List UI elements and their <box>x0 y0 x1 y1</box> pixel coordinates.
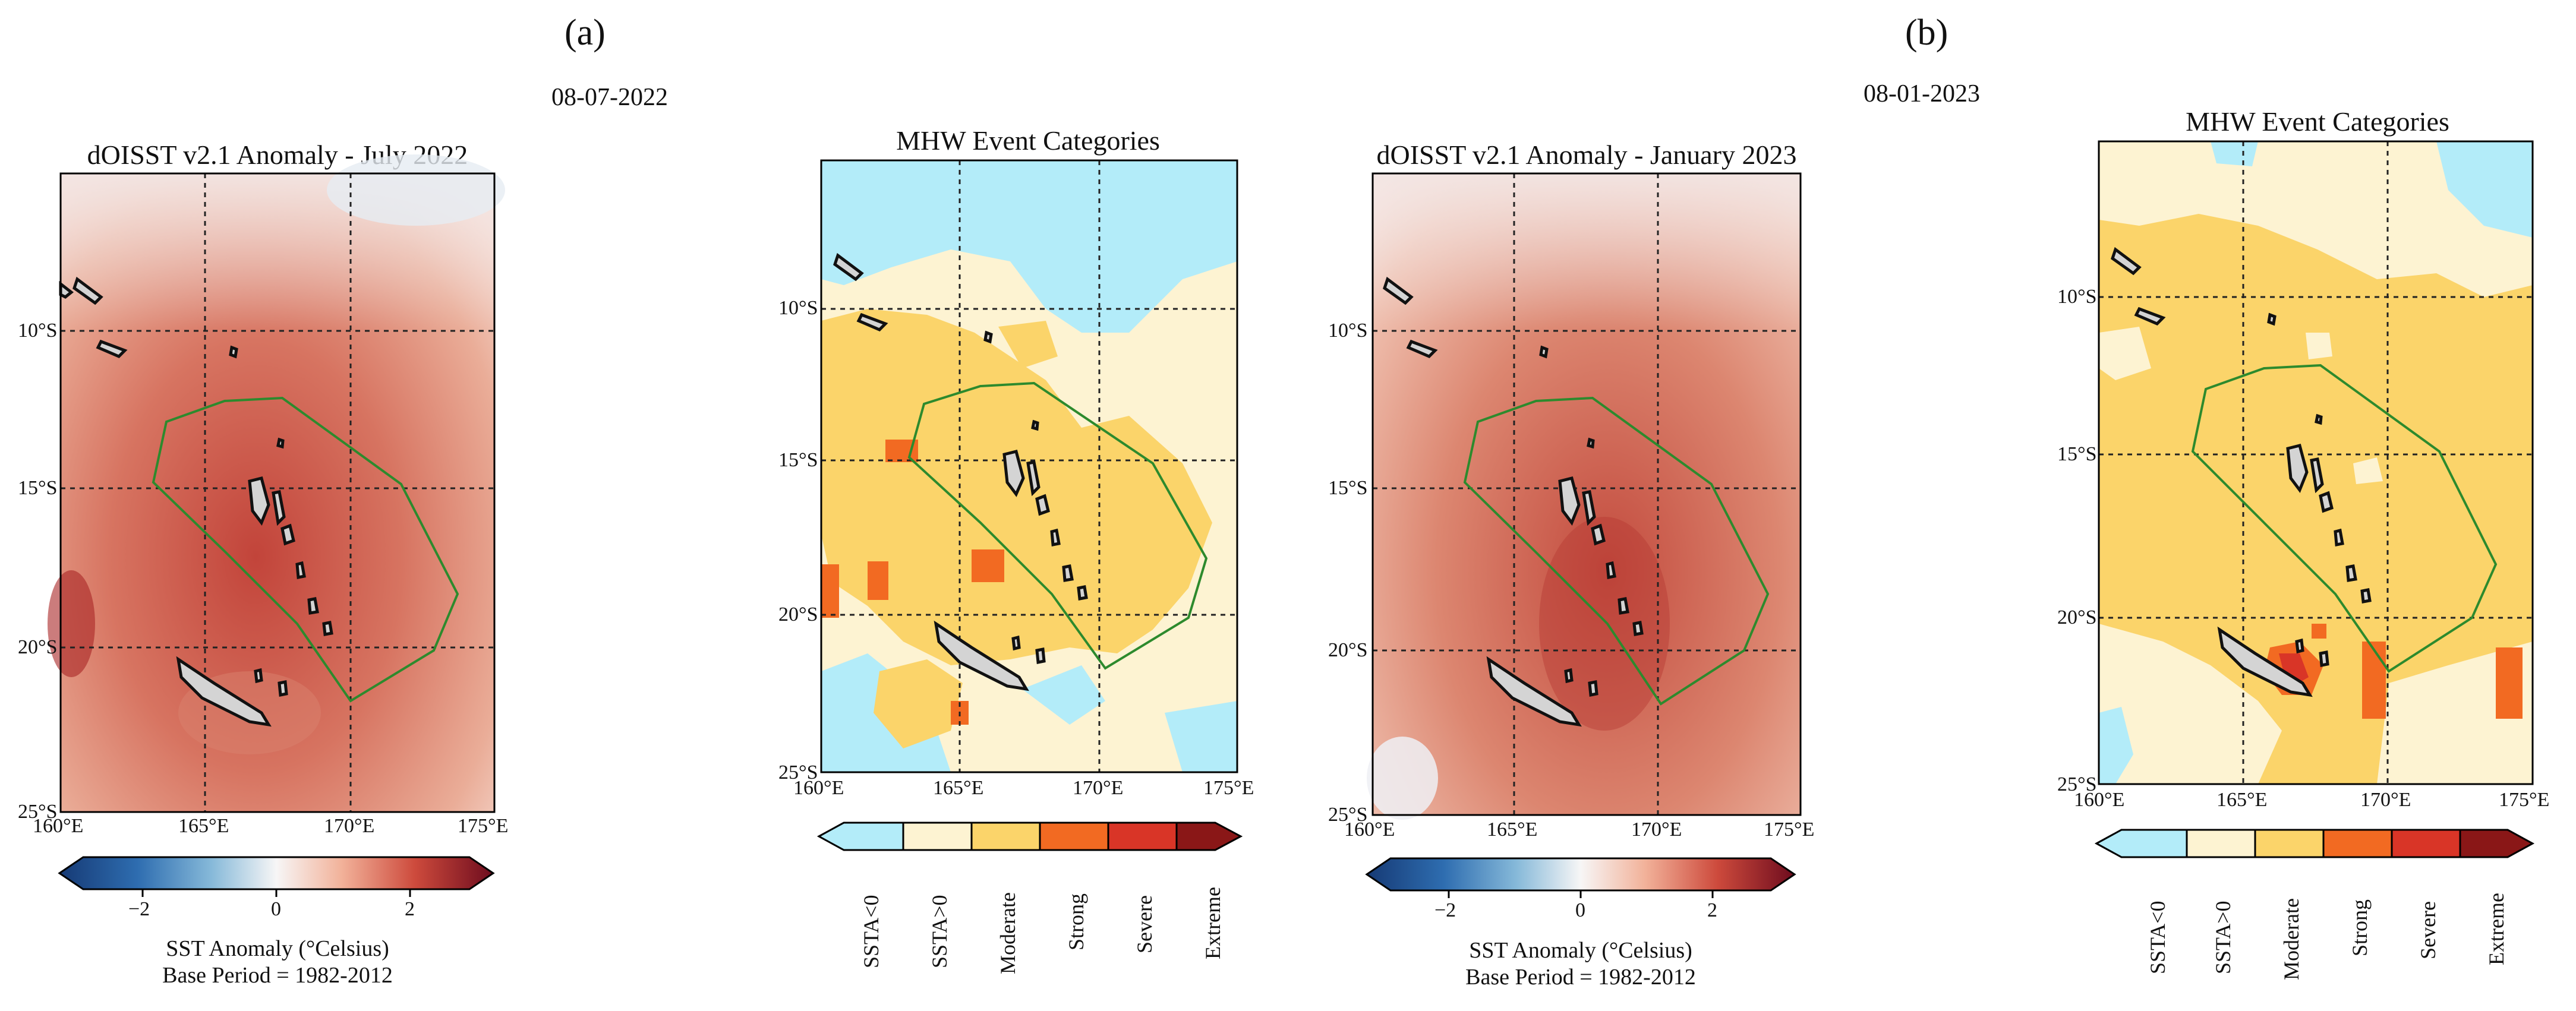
lon-tick: 175°E <box>2499 789 2550 811</box>
colorbar-tick: 2 <box>1707 899 1717 921</box>
category-label: Strong <box>1064 893 1088 950</box>
panel-label-a: (a) <box>565 12 606 53</box>
lat-tick: 10°S <box>1328 320 1368 342</box>
colorbar-categories-a <box>816 822 1243 851</box>
map-a-mhw <box>820 159 1238 773</box>
colorbar-tick: 0 <box>271 898 281 920</box>
islands <box>59 276 333 727</box>
lon-tick: 160°E <box>2074 789 2125 811</box>
colorbar-anomaly-a <box>58 856 495 897</box>
colorbar-tick: 0 <box>1575 899 1585 921</box>
lat-tick: 25°S <box>2057 773 2097 795</box>
lon-tick: 165°E <box>1487 819 1538 841</box>
lon-tick: 175°E <box>1764 819 1815 841</box>
lat-tick: 20°S <box>1328 639 1368 661</box>
category-label: SSTA>0 <box>928 895 951 968</box>
lon-tick: 160°E <box>1344 819 1395 841</box>
lon-tick: 160°E <box>33 815 84 837</box>
category-label: Extreme <box>1201 887 1225 959</box>
colorbar-label: SST Anomaly (°Celsius) <box>1469 938 1692 963</box>
category-label: Moderate <box>996 892 1020 974</box>
lat-tick: 20°S <box>18 636 58 658</box>
lon-tick: 175°E <box>458 815 509 837</box>
lat-tick: 25°S <box>1328 804 1368 826</box>
colorbar-label: SST Anomaly (°Celsius) <box>166 936 389 961</box>
category-label: Severe <box>1133 895 1156 953</box>
map-title-b-anomaly: dOISST v2.1 Anomaly - January 2023 <box>1376 140 1797 170</box>
lon-tick: 165°E <box>933 777 984 799</box>
lat-tick: 15°S <box>778 449 818 471</box>
colorbar-tick: −2 <box>1434 899 1456 921</box>
lon-tick: 165°E <box>2216 789 2268 811</box>
eez-outline <box>907 381 1208 670</box>
lat-tick: 20°S <box>2057 606 2097 628</box>
lat-tick: 15°S <box>1328 477 1368 499</box>
islands <box>2111 247 2372 697</box>
lat-tick: 25°S <box>18 801 58 823</box>
islands <box>833 252 1088 691</box>
lat-tick: 15°S <box>18 477 58 499</box>
lon-tick: 170°E <box>1631 819 1682 841</box>
lon-tick: 170°E <box>324 815 375 837</box>
lon-tick: 170°E <box>2360 789 2411 811</box>
map-a-anomaly <box>48 154 505 813</box>
map-title-a-mhw: MHW Event Categories <box>896 125 1160 156</box>
lat-tick: 25°S <box>778 762 818 783</box>
eez-outline <box>1463 396 1770 706</box>
lat-tick: 15°S <box>2057 443 2097 465</box>
map-b-mhw <box>2098 140 2534 785</box>
category-label: SSTA<0 <box>2146 901 2170 974</box>
colorbar-sublabel: Base Period = 1982-2012 <box>162 963 393 988</box>
category-label: SSTA<0 <box>859 895 883 968</box>
lon-tick: 160°E <box>793 777 844 799</box>
category-label: Moderate <box>2279 898 2303 980</box>
lat-tick: 10°S <box>18 320 58 342</box>
panel-label-b: (b) <box>1905 12 1948 53</box>
lon-tick: 170°E <box>1073 777 1124 799</box>
category-label: SSTA>0 <box>2211 901 2235 974</box>
colorbar-tick: −2 <box>128 898 150 920</box>
category-label: Extreme <box>2484 893 2508 965</box>
panel-date-a: 08-07-2022 <box>551 84 668 111</box>
lat-tick: 10°S <box>778 297 818 319</box>
colorbar-sublabel: Base Period = 1982-2012 <box>1465 965 1696 990</box>
map-b-anomaly <box>1367 172 1802 820</box>
map-title-b-mhw: MHW Event Categories <box>2186 106 2449 137</box>
category-label: Strong <box>2348 899 2372 956</box>
eez-outline <box>2191 364 2498 673</box>
islands <box>1383 276 1644 727</box>
colorbar-categories-b <box>2094 829 2535 858</box>
colorbar-tick: 2 <box>405 898 415 920</box>
lon-tick: 175°E <box>1203 777 1254 799</box>
colorbar-anomaly-b <box>1365 857 1796 898</box>
lat-tick: 10°S <box>2057 286 2097 308</box>
lon-tick: 165°E <box>178 815 229 837</box>
category-label: Severe <box>2416 901 2440 959</box>
lat-tick: 20°S <box>778 604 818 625</box>
eez-outline <box>152 396 459 703</box>
panel-date-b: 08-01-2023 <box>1864 80 1980 108</box>
